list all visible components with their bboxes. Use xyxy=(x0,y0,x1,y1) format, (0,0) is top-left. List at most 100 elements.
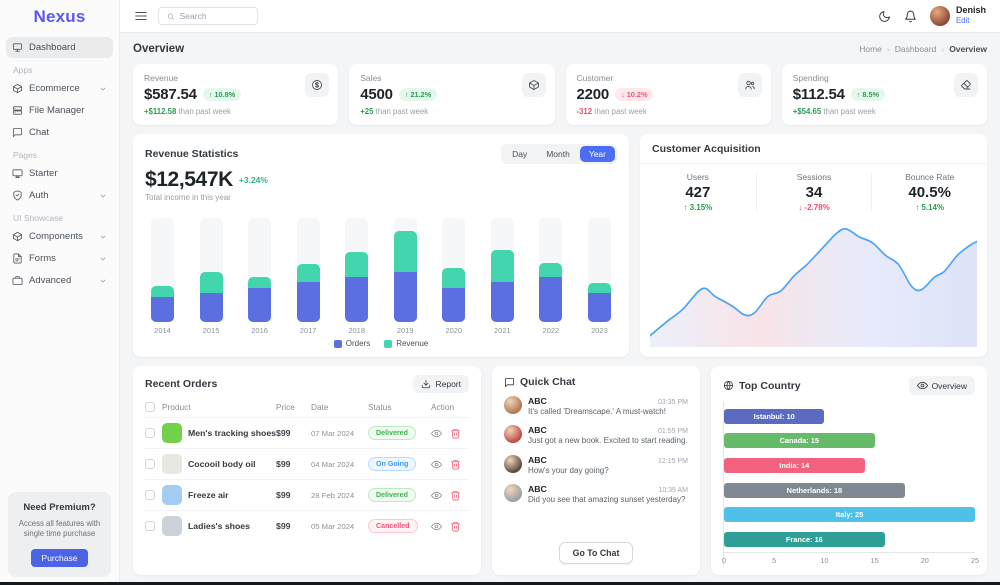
breadcrumb-item[interactable]: Home xyxy=(859,44,882,54)
package-icon xyxy=(528,79,540,91)
bar-track xyxy=(539,218,563,322)
delete-icon[interactable] xyxy=(450,521,461,532)
delete-icon[interactable] xyxy=(450,490,461,501)
acq-stat-bounce-rate: Bounce Rate 40.5% ↑ 5.14% xyxy=(871,172,987,212)
stat-card-customer: Customer 2200 ↓ 10.2% -312 than past week xyxy=(565,64,771,125)
customer-acquisition-card: Customer Acquisition Users 427 ↑ 3.15% Sess… xyxy=(640,134,987,357)
sidebar-item-dashboard[interactable]: Dashboard xyxy=(6,37,113,58)
quick-chat-card: Quick Chat ABC 03:35 PM It's called 'Dream… xyxy=(492,366,700,575)
stat-card-delta-row: -312 than past week xyxy=(576,107,647,116)
dark-mode-icon[interactable] xyxy=(878,10,891,23)
sidebar-item-auth[interactable]: Auth xyxy=(6,185,113,206)
cast-icon xyxy=(12,168,23,179)
sidebar-item-forms[interactable]: Forms xyxy=(6,248,113,269)
users-icon xyxy=(744,79,756,91)
revenue-segment xyxy=(345,252,369,278)
bar-column: 2018 xyxy=(345,218,369,335)
search-input[interactable] xyxy=(179,11,249,21)
bar-track xyxy=(345,218,369,322)
stat-card-delta-row: +$112.58 than past week xyxy=(144,107,231,116)
tab-day[interactable]: Day xyxy=(503,146,536,162)
column-header-action: Action xyxy=(431,402,455,412)
select-all-checkbox[interactable] xyxy=(145,402,155,412)
sidebar-item-label: Components xyxy=(29,231,83,242)
price-cell: $99 xyxy=(276,428,291,438)
sidebar: Nexus Dashboard Apps Ecommerce File Manager… xyxy=(0,0,120,585)
stat-card-value-row: 4500 ↑ 21.2% xyxy=(360,86,543,103)
chat-message-body: ABC 12:15 PM How's your day going? xyxy=(528,455,688,476)
chat-message-header: ABC 12:15 PM xyxy=(528,455,688,465)
stat-card-change-badge: ↓ 10.2% xyxy=(615,88,654,101)
tab-year[interactable]: Year xyxy=(579,146,615,162)
view-icon[interactable] xyxy=(431,490,442,501)
sidebar-item-starter[interactable]: Starter xyxy=(6,163,113,184)
action-cell xyxy=(431,459,469,470)
revenue-segment xyxy=(296,263,320,283)
product-cell: Freeze air xyxy=(162,485,276,505)
legend-item: Revenue xyxy=(384,339,428,348)
product-thumbnail xyxy=(162,485,182,505)
bar-year-label: 2014 xyxy=(154,326,171,335)
report-button[interactable]: Report xyxy=(413,375,469,393)
sidebar-item-file-manager[interactable]: File Manager xyxy=(6,100,113,121)
orders-segment xyxy=(442,287,466,322)
row-checkbox[interactable] xyxy=(145,459,155,469)
view-icon[interactable] xyxy=(431,521,442,532)
topbar: Denish Edit xyxy=(120,0,1000,33)
sidebar-item-ecommerce[interactable]: Ecommerce xyxy=(6,78,113,99)
orders-segment xyxy=(539,277,563,322)
sidebar-item-components[interactable]: Components xyxy=(6,226,113,247)
revenue-segment xyxy=(151,285,174,298)
notifications-icon[interactable] xyxy=(904,10,917,23)
row-checkbox[interactable] xyxy=(145,428,155,438)
chat-message-body: ABC 01:55 PM Just got a new book. Excited … xyxy=(528,425,688,446)
stat-card-value: 4500 xyxy=(360,86,393,103)
stat-card-label: Revenue xyxy=(144,73,179,83)
menu-icon[interactable] xyxy=(134,9,148,23)
user-edit-link[interactable]: Edit xyxy=(955,16,970,26)
breadcrumb-separator: › xyxy=(941,44,945,54)
date-cell: 05 Mar 2024 xyxy=(311,521,355,531)
breadcrumb: Home › Dashboard › Overview xyxy=(859,44,987,54)
view-icon[interactable] xyxy=(431,459,442,470)
country-bar-istanbul: Istanbul: 10 xyxy=(724,408,825,424)
sidebar-item-chat[interactable]: Chat xyxy=(6,122,113,143)
breadcrumb-item[interactable]: Dashboard xyxy=(894,44,937,54)
chat-icon xyxy=(12,127,23,138)
country-overview-button[interactable]: Overview xyxy=(908,376,975,395)
user-avatar[interactable] xyxy=(929,6,950,26)
user-menu[interactable]: Denish Edit xyxy=(929,5,986,26)
delete-icon[interactable] xyxy=(450,428,461,439)
chevron-down-icon xyxy=(99,192,107,200)
legend-swatch xyxy=(333,339,342,348)
purchase-button[interactable]: Purchase xyxy=(30,549,89,567)
search-box[interactable] xyxy=(158,7,258,25)
sidebar-nav: Dashboard Apps Ecommerce File Manager Chat Pa… xyxy=(0,33,119,292)
search-icon xyxy=(167,12,175,21)
quick-chat-title: Quick Chat xyxy=(520,376,576,388)
brand-logo[interactable]: Nexus xyxy=(33,6,86,26)
top-country-card: Top Country Overview Istanbul: 10 Canada:… xyxy=(711,366,987,575)
bar-year-label: 2020 xyxy=(445,326,463,335)
row-checkbox[interactable] xyxy=(145,521,155,531)
go-to-chat-button[interactable]: Go To Chat xyxy=(558,542,634,564)
stat-card-icon-box xyxy=(954,73,978,97)
row-checkbox[interactable] xyxy=(145,490,155,500)
chat-message: ABC 03:35 PM It's called 'Dreamscape.' A m… xyxy=(504,396,688,417)
x-tick-label: 5 xyxy=(772,556,777,565)
stat-card-value-row: $112.54 ↑ 8.5% xyxy=(793,86,976,103)
legend-swatch xyxy=(384,339,393,348)
orders-segment xyxy=(199,292,223,322)
bar-track xyxy=(587,218,611,322)
date-cell: 28 Feb 2024 xyxy=(311,490,355,500)
tab-month[interactable]: Month xyxy=(537,146,579,162)
sidebar-item-advanced[interactable]: Advanced xyxy=(6,270,113,291)
bar-year-label: 2022 xyxy=(542,326,560,335)
delete-icon[interactable] xyxy=(450,459,461,470)
column-header-date: Date xyxy=(311,402,329,412)
table-row: Cocooil body oil $99 04 Mar 2024 On Going xyxy=(145,449,469,480)
bar-column: 2023 xyxy=(587,218,611,335)
date-cell: 04 Mar 2024 xyxy=(311,459,355,469)
acq-stat-label: Users xyxy=(686,172,709,182)
view-icon[interactable] xyxy=(431,428,442,439)
